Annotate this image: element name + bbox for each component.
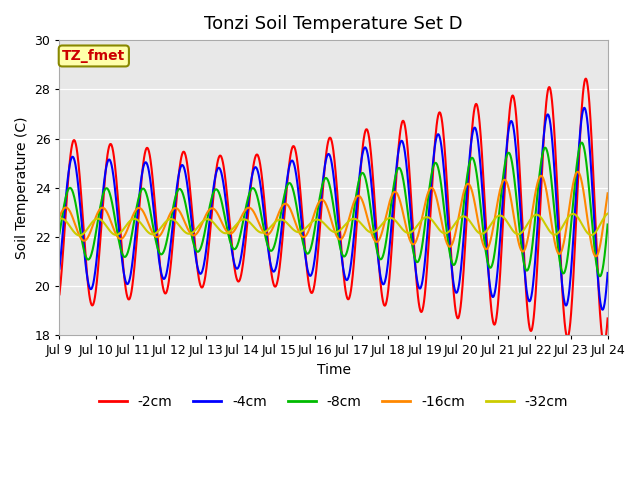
-8cm bbox=[177, 188, 185, 193]
-16cm bbox=[239, 212, 246, 217]
-8cm bbox=[56, 231, 63, 237]
-16cm bbox=[604, 191, 611, 196]
Line: -2cm: -2cm bbox=[60, 79, 607, 344]
-4cm bbox=[580, 105, 588, 111]
-16cm bbox=[592, 253, 600, 259]
-8cm bbox=[604, 222, 611, 228]
-2cm bbox=[239, 263, 246, 269]
-4cm bbox=[599, 307, 607, 312]
-16cm bbox=[56, 214, 63, 220]
-16cm bbox=[419, 213, 426, 218]
-16cm bbox=[177, 212, 185, 217]
-2cm bbox=[490, 322, 498, 327]
Line: -8cm: -8cm bbox=[60, 143, 607, 276]
-8cm bbox=[164, 232, 172, 238]
-8cm bbox=[419, 240, 426, 246]
-2cm bbox=[164, 283, 172, 289]
Line: -32cm: -32cm bbox=[60, 214, 607, 236]
-8cm bbox=[239, 221, 246, 227]
-2cm bbox=[600, 341, 608, 347]
-32cm bbox=[539, 217, 547, 223]
-16cm bbox=[490, 220, 498, 226]
-4cm bbox=[177, 163, 185, 168]
Y-axis label: Soil Temperature (C): Soil Temperature (C) bbox=[15, 117, 29, 259]
-4cm bbox=[490, 292, 498, 298]
-4cm bbox=[56, 266, 63, 272]
-32cm bbox=[178, 226, 186, 231]
-8cm bbox=[578, 140, 586, 145]
-16cm bbox=[573, 169, 581, 175]
-4cm bbox=[164, 262, 172, 268]
Line: -4cm: -4cm bbox=[60, 108, 607, 310]
-4cm bbox=[239, 244, 246, 250]
-8cm bbox=[490, 253, 498, 259]
-2cm bbox=[582, 76, 589, 82]
-16cm bbox=[539, 174, 547, 180]
-32cm bbox=[164, 217, 172, 223]
-8cm bbox=[596, 274, 604, 279]
-4cm bbox=[604, 270, 611, 276]
-16cm bbox=[164, 216, 172, 221]
Line: -16cm: -16cm bbox=[60, 172, 607, 256]
-2cm bbox=[604, 315, 611, 321]
-2cm bbox=[539, 157, 547, 163]
-4cm bbox=[539, 148, 547, 154]
Text: TZ_fmet: TZ_fmet bbox=[62, 49, 125, 63]
-2cm bbox=[177, 154, 185, 160]
Title: Tonzi Soil Temperature Set D: Tonzi Soil Temperature Set D bbox=[204, 15, 463, 33]
-32cm bbox=[239, 216, 247, 222]
-2cm bbox=[56, 291, 63, 297]
-32cm bbox=[604, 211, 611, 216]
-4cm bbox=[419, 278, 426, 284]
X-axis label: Time: Time bbox=[317, 363, 351, 377]
Legend: -2cm, -4cm, -8cm, -16cm, -32cm: -2cm, -4cm, -8cm, -16cm, -32cm bbox=[93, 390, 574, 415]
-8cm bbox=[539, 151, 547, 157]
-32cm bbox=[56, 216, 63, 222]
-32cm bbox=[76, 233, 83, 239]
-32cm bbox=[419, 216, 427, 222]
-2cm bbox=[419, 307, 426, 313]
-32cm bbox=[491, 216, 499, 222]
